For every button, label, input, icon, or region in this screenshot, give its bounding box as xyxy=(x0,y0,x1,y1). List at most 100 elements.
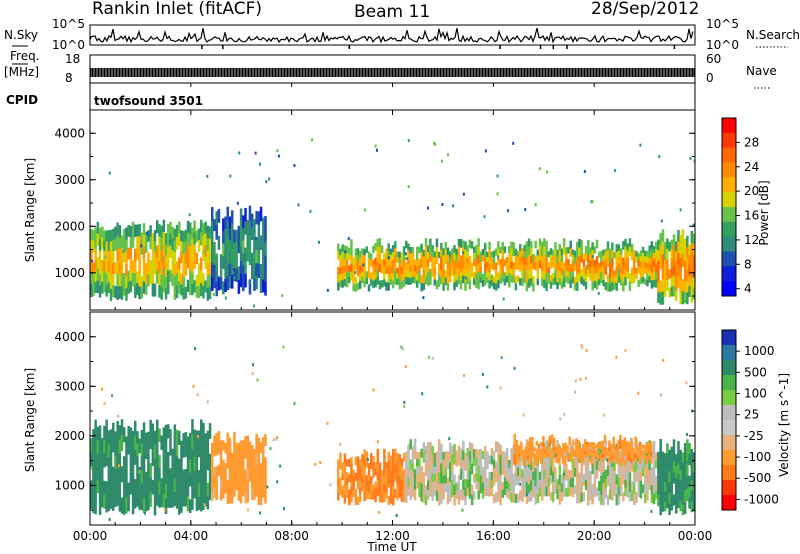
data-cell xyxy=(112,437,115,453)
data-cell xyxy=(138,495,141,510)
data-cell xyxy=(488,455,491,465)
data-point xyxy=(462,192,465,196)
data-cell xyxy=(568,436,572,442)
data-cell xyxy=(650,475,654,486)
data-cell xyxy=(341,251,344,260)
data-cell xyxy=(619,279,623,286)
data-cell xyxy=(376,479,380,489)
data-cell xyxy=(451,462,454,472)
data-cell xyxy=(584,281,588,290)
data-cell xyxy=(433,452,437,461)
data-cell xyxy=(490,448,494,457)
data-cell xyxy=(457,474,461,486)
data-cell xyxy=(543,238,546,248)
data-cell xyxy=(402,493,406,503)
data-cell xyxy=(547,486,551,497)
data-cell xyxy=(600,466,603,477)
data-cell xyxy=(551,261,555,268)
data-point xyxy=(108,517,111,521)
data-cell xyxy=(497,451,500,463)
data-cell xyxy=(94,419,97,436)
data-cell xyxy=(598,461,601,472)
data-cell xyxy=(180,241,183,253)
data-cell xyxy=(109,229,113,242)
data-point xyxy=(256,378,259,382)
data-cell xyxy=(548,445,552,450)
data-cell xyxy=(211,248,214,264)
data-cell xyxy=(514,276,518,284)
data-cell xyxy=(442,248,445,256)
data-cell xyxy=(184,481,188,495)
data-cell xyxy=(407,263,410,272)
data-cell xyxy=(515,456,519,461)
data-cell xyxy=(259,473,263,485)
data-point xyxy=(407,185,410,189)
data-point xyxy=(585,348,588,352)
data-cell xyxy=(663,491,667,502)
data-cell xyxy=(211,276,214,291)
data-cell xyxy=(668,503,671,516)
data-cell xyxy=(486,277,489,283)
data-cell xyxy=(448,269,452,277)
data-cell xyxy=(666,486,669,498)
data-cell xyxy=(180,230,183,242)
data-cell xyxy=(96,221,100,235)
data-cell xyxy=(617,495,621,505)
data-cell xyxy=(577,442,580,447)
data-cell xyxy=(98,262,102,275)
data-cell xyxy=(114,226,117,239)
data-cell xyxy=(158,481,161,495)
data-cell xyxy=(173,437,177,452)
data-cell xyxy=(383,252,386,260)
data-cell xyxy=(479,267,483,273)
data-cell xyxy=(337,274,340,283)
data-cell xyxy=(394,248,397,256)
data-cell xyxy=(536,475,540,485)
data-cell xyxy=(391,467,395,478)
data-cell xyxy=(343,252,347,260)
data-cell xyxy=(363,483,366,493)
data-cell xyxy=(666,280,669,291)
data-cell xyxy=(605,449,609,451)
data-cell xyxy=(501,273,504,283)
data-cell xyxy=(657,281,660,293)
freq-right-tick-bottom: 0 xyxy=(706,71,714,85)
data-cell xyxy=(688,265,691,277)
data-cell xyxy=(515,452,519,457)
data-cell xyxy=(413,489,417,501)
data-cell xyxy=(593,246,597,254)
data-cell xyxy=(475,480,478,490)
data-cell xyxy=(440,270,443,278)
data-cell xyxy=(608,490,612,500)
data-cell xyxy=(567,247,570,254)
data-cell xyxy=(446,247,450,256)
data-cell xyxy=(361,468,364,477)
data-cell xyxy=(184,252,188,265)
data-cell xyxy=(508,246,511,254)
data-cell xyxy=(422,442,426,453)
data-cell xyxy=(253,479,256,490)
data-cell xyxy=(363,457,366,467)
data-cell xyxy=(173,492,177,507)
data-cell xyxy=(398,257,401,265)
data-cell xyxy=(624,269,627,278)
data-cell xyxy=(492,276,496,283)
data-cell xyxy=(442,269,445,277)
data-cell xyxy=(109,429,113,443)
data-cell xyxy=(129,236,133,249)
data-cell xyxy=(571,249,575,256)
data-cell xyxy=(677,496,680,508)
data-cell xyxy=(477,280,480,290)
data-cell xyxy=(125,263,128,277)
data-cell xyxy=(107,483,111,498)
power-cbar-swatch xyxy=(722,221,736,238)
data-cell xyxy=(134,285,137,299)
data-cell xyxy=(466,487,469,496)
data-cell xyxy=(264,229,267,243)
data-point xyxy=(428,355,431,359)
data-cell xyxy=(601,440,605,445)
data-cell xyxy=(565,247,568,254)
data-cell xyxy=(242,449,245,460)
data-cell xyxy=(147,230,150,242)
data-cell xyxy=(524,462,528,466)
